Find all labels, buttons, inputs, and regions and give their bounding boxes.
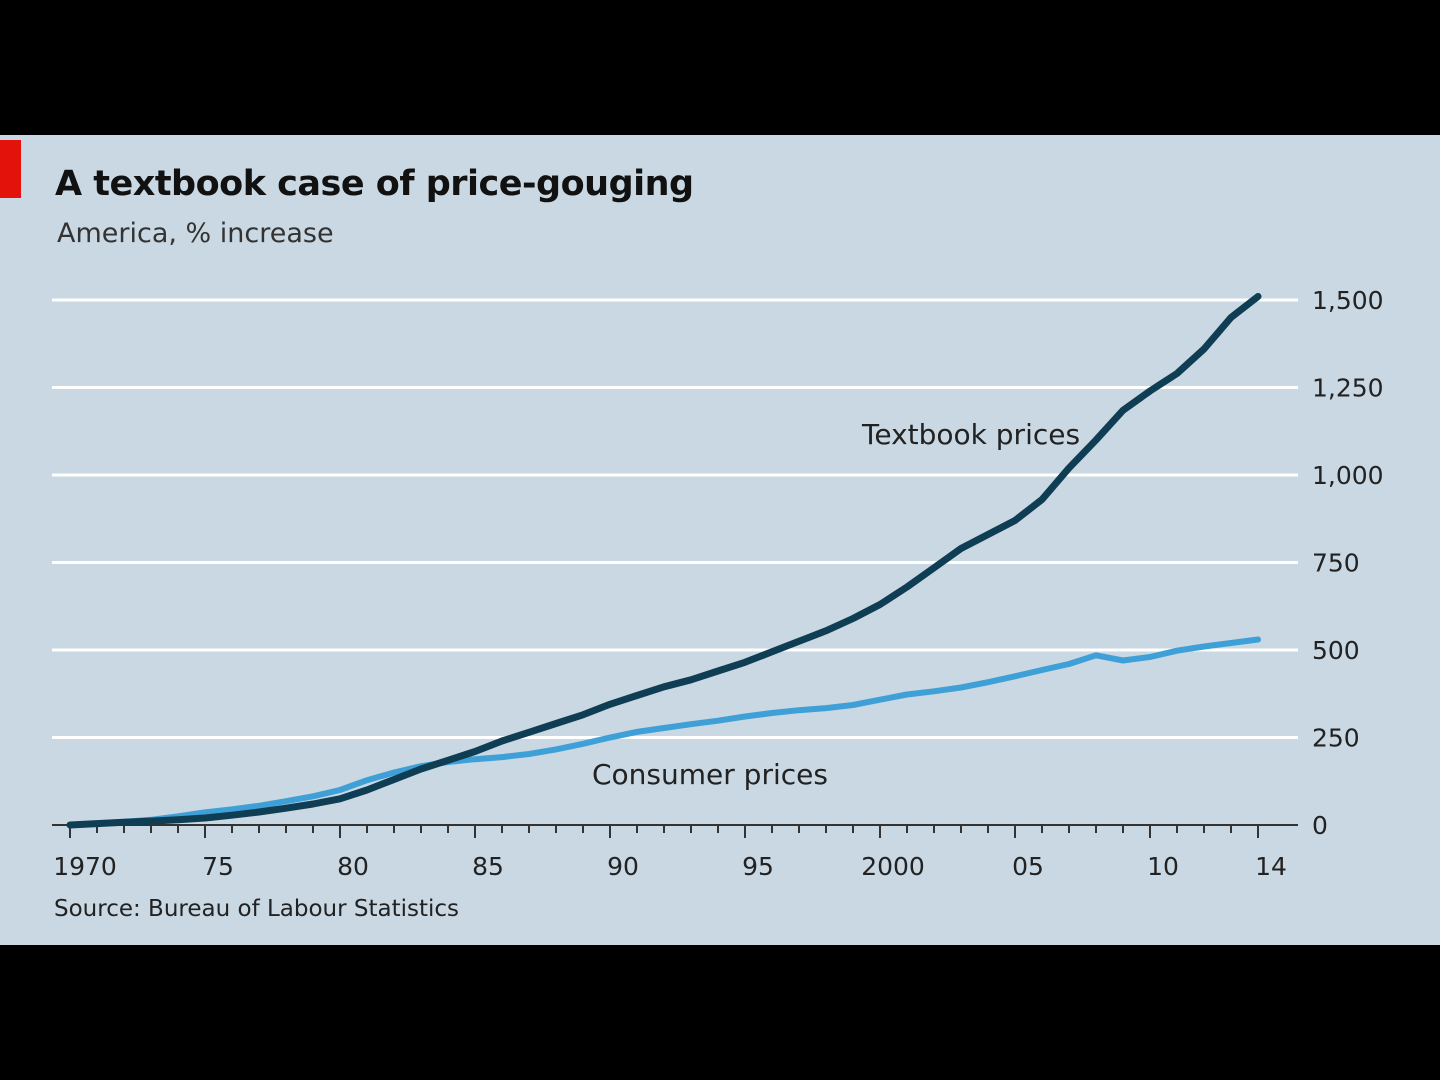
x-tick-label: 90: [607, 852, 639, 881]
textbook-prices-label: Textbook prices: [861, 418, 1080, 451]
y-tick-label: 1,250: [1312, 374, 1384, 403]
x-tick-label: 10: [1147, 852, 1179, 881]
x-tick-label: 80: [337, 852, 369, 881]
x-tick-label: 85: [472, 852, 504, 881]
consumer-prices-line: [67, 636, 1261, 828]
chart-subtitle: America, % increase: [57, 218, 334, 249]
x-tick-label: 75: [202, 852, 234, 881]
y-tick-label: 250: [1312, 724, 1360, 753]
x-tick-label: 14: [1255, 852, 1287, 881]
y-tick-label: 1,500: [1312, 286, 1384, 315]
chart-title: A textbook case of price-gouging: [55, 164, 694, 204]
consumer-prices-label: Consumer prices: [592, 758, 828, 791]
chart-source: Source: Bureau of Labour Statistics: [54, 896, 460, 922]
textbook-prices-line: [66, 293, 1262, 829]
x-tick-label: 05: [1012, 852, 1044, 881]
x-tick-label: 2000: [861, 852, 925, 881]
x-tick-label: 1970: [53, 852, 117, 881]
x-tick-label: 95: [742, 852, 774, 881]
y-tick-label: 0: [1312, 811, 1328, 840]
y-tick-label: 750: [1312, 549, 1360, 578]
brand-red-tag: [0, 140, 21, 198]
y-tick-label: 1,000: [1312, 461, 1384, 490]
y-tick-label: 500: [1312, 636, 1360, 665]
